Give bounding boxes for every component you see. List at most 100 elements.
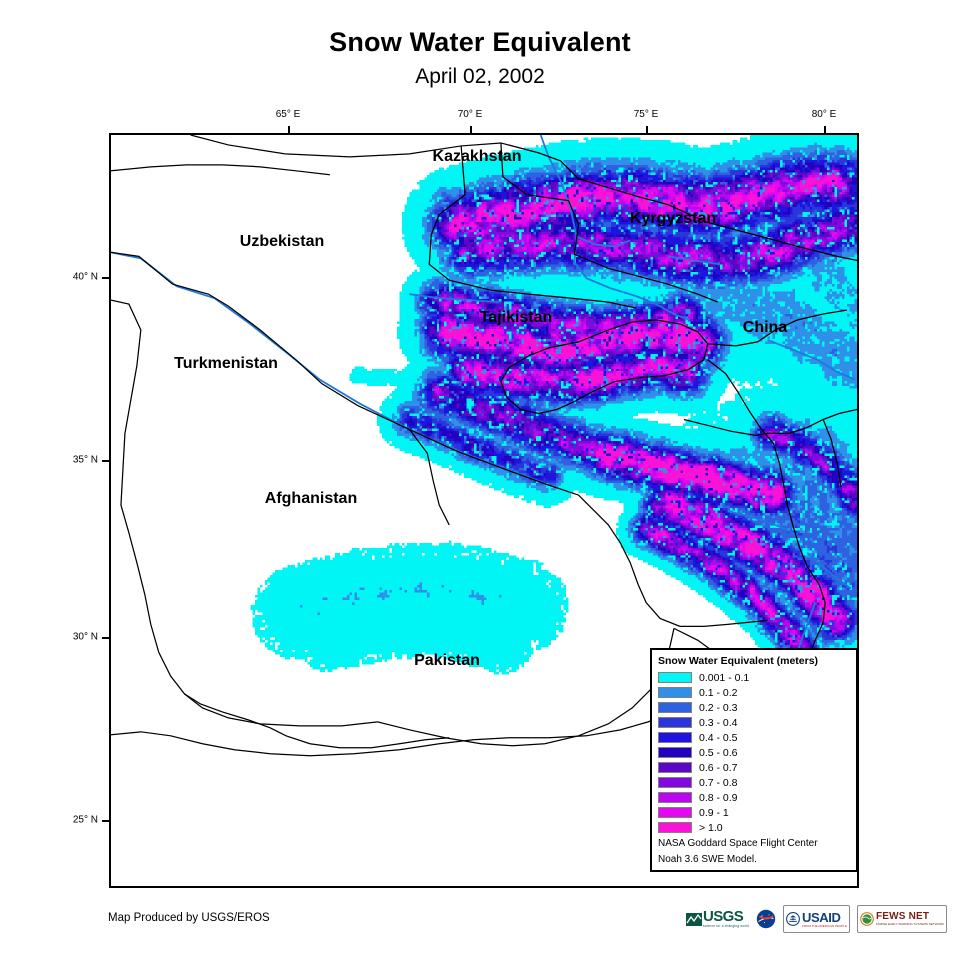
usaid-logo-subtext: FROM THE AMERICAN PEOPLE <box>802 923 847 928</box>
country-border-path-6 <box>578 494 768 628</box>
legend-panel: Snow Water Equivalent (meters) 0.001 - 0… <box>650 648 858 872</box>
country-border-path-3 <box>111 251 579 496</box>
river-path-6 <box>806 552 852 590</box>
lon-tick-70 <box>470 126 472 133</box>
usaid-logo-text: USAID <box>802 909 841 925</box>
lon-tick-label-80: 80° E <box>811 109 837 120</box>
country-border-path-5 <box>111 299 378 727</box>
fews-net-logo: FEWS NET FAMINE EARLY WARNING SYSTEMS NE… <box>856 905 948 933</box>
swe-class-0 <box>250 135 857 685</box>
usaid-seal-icon <box>786 912 800 926</box>
title-block: Snow Water Equivalent April 02, 2002 <box>0 27 960 88</box>
lon-tick-75 <box>646 126 648 133</box>
legend-swatch <box>658 687 692 698</box>
legend-swatch <box>658 732 692 743</box>
swe-class-3 <box>399 154 857 668</box>
logo-bar: USGS science for a changing world USAID … <box>686 905 948 933</box>
lat-tick-label-35: 35° N <box>72 454 98 466</box>
nasa-meatball-icon <box>756 909 776 929</box>
legend-label: 0.8 - 0.9 <box>699 791 738 804</box>
legend-swatch <box>658 807 692 818</box>
legend-row: 0.6 - 0.7 <box>658 760 850 775</box>
country-border-path-12 <box>778 463 808 567</box>
legend-swatch <box>658 672 692 683</box>
legend-label: 0.5 - 0.6 <box>699 746 738 759</box>
river-path-8 <box>667 255 720 266</box>
river-path-5 <box>767 339 856 381</box>
river-path-7 <box>727 510 798 536</box>
legend-row: 0.9 - 1 <box>658 805 850 820</box>
lat-tick-25 <box>102 820 109 822</box>
country-border-path-13 <box>767 408 857 435</box>
legend-title: Snow Water Equivalent (meters) <box>658 655 819 667</box>
legend-row: 0.5 - 0.6 <box>658 745 850 760</box>
country-border-path-14 <box>683 418 768 437</box>
lat-tick-30 <box>102 637 109 639</box>
swe-class-5 <box>406 162 857 665</box>
legend-label: 0.1 - 0.2 <box>699 686 738 699</box>
legend-swatch <box>658 717 692 728</box>
legend-label: > 1.0 <box>699 821 723 834</box>
legend-rows: 0.001 - 0.1 0.1 - 0.2 0.2 - 0.3 0.3 - 0.4 0.… <box>658 670 850 835</box>
legend-swatch <box>658 747 692 758</box>
country-border-path-8 <box>500 319 709 415</box>
usgs-logo-text: USGS <box>703 908 744 926</box>
lat-tick-label-40: 40° N <box>72 271 98 283</box>
legend-row: 0.001 - 0.1 <box>658 670 850 685</box>
legend-label: 0.3 - 0.4 <box>699 716 738 729</box>
legend-row: > 1.0 <box>658 820 850 835</box>
country-border-path-23 <box>111 164 330 176</box>
lon-tick-80 <box>824 126 826 133</box>
swe-class-2 <box>394 149 857 670</box>
legend-row: 0.8 - 0.9 <box>658 790 850 805</box>
river-path-2 <box>576 235 631 248</box>
legend-label: 0.9 - 1 <box>699 806 729 819</box>
fews-net-logo-subtext: FAMINE EARLY WARNING SYSTEMS NETWORK <box>875 922 945 926</box>
legend-swatch <box>658 777 692 788</box>
river-path-9 <box>409 293 499 304</box>
legend-row: 0.3 - 0.4 <box>658 715 850 730</box>
country-border-path-22 <box>822 419 842 488</box>
legend-label: 0.7 - 0.8 <box>699 776 738 789</box>
fews-net-logo-text: FEWS NET <box>875 911 930 922</box>
legend-row: 0.2 - 0.3 <box>658 700 850 715</box>
lon-tick-label-65: 65° E <box>275 109 301 120</box>
legend-row: 0.4 - 0.5 <box>658 730 850 745</box>
swe-class-10 <box>441 174 843 640</box>
legend-note-line2: Noah 3.6 SWE Model. <box>658 853 757 865</box>
country-border-path-18 <box>111 701 718 757</box>
lat-tick-label-25: 25° N <box>72 814 98 826</box>
legend-label: 0.2 - 0.3 <box>699 701 738 714</box>
swe-raster-layer <box>250 135 857 685</box>
country-border-path-0 <box>190 135 669 206</box>
river-path-0 <box>539 135 691 321</box>
legend-label: 0.6 - 0.7 <box>699 761 738 774</box>
usgs-logo-subtext: science for a changing world <box>703 924 749 929</box>
lon-tick-65 <box>288 126 290 133</box>
legend-label: 0.001 - 0.1 <box>699 671 750 684</box>
country-border-path-9 <box>667 204 857 261</box>
legend-row: 0.7 - 0.8 <box>658 775 850 790</box>
usaid-logo: USAID FROM THE AMERICAN PEOPLE <box>783 905 850 933</box>
usgs-logo: USGS science for a changing world <box>686 907 749 931</box>
legend-label: 0.4 - 0.5 <box>699 731 738 744</box>
lat-tick-label-30: 30° N <box>72 631 98 643</box>
legend-swatch <box>658 762 692 773</box>
map-credit: Map Produced by USGS/EROS <box>108 912 270 924</box>
page-subtitle: April 02, 2002 <box>415 64 545 88</box>
usgs-mark-icon <box>686 912 702 926</box>
swe-class-4 <box>404 159 857 665</box>
lon-tick-label-70: 70° E <box>457 109 483 120</box>
fews-net-globe-icon <box>860 912 874 926</box>
country-border-path-1 <box>500 142 718 303</box>
legend-swatch <box>658 822 692 833</box>
lat-tick-35 <box>102 460 109 462</box>
legend-swatch <box>658 702 692 713</box>
country-border-path-4 <box>408 429 450 526</box>
country-border-path-10 <box>707 309 848 347</box>
country-border-path-17 <box>184 693 450 749</box>
legend-swatch <box>658 792 692 803</box>
country-border-path-11 <box>707 359 781 464</box>
swe-class-8 <box>434 169 855 660</box>
legend-note-line1: NASA Goddard Space Flight Center <box>658 838 818 849</box>
